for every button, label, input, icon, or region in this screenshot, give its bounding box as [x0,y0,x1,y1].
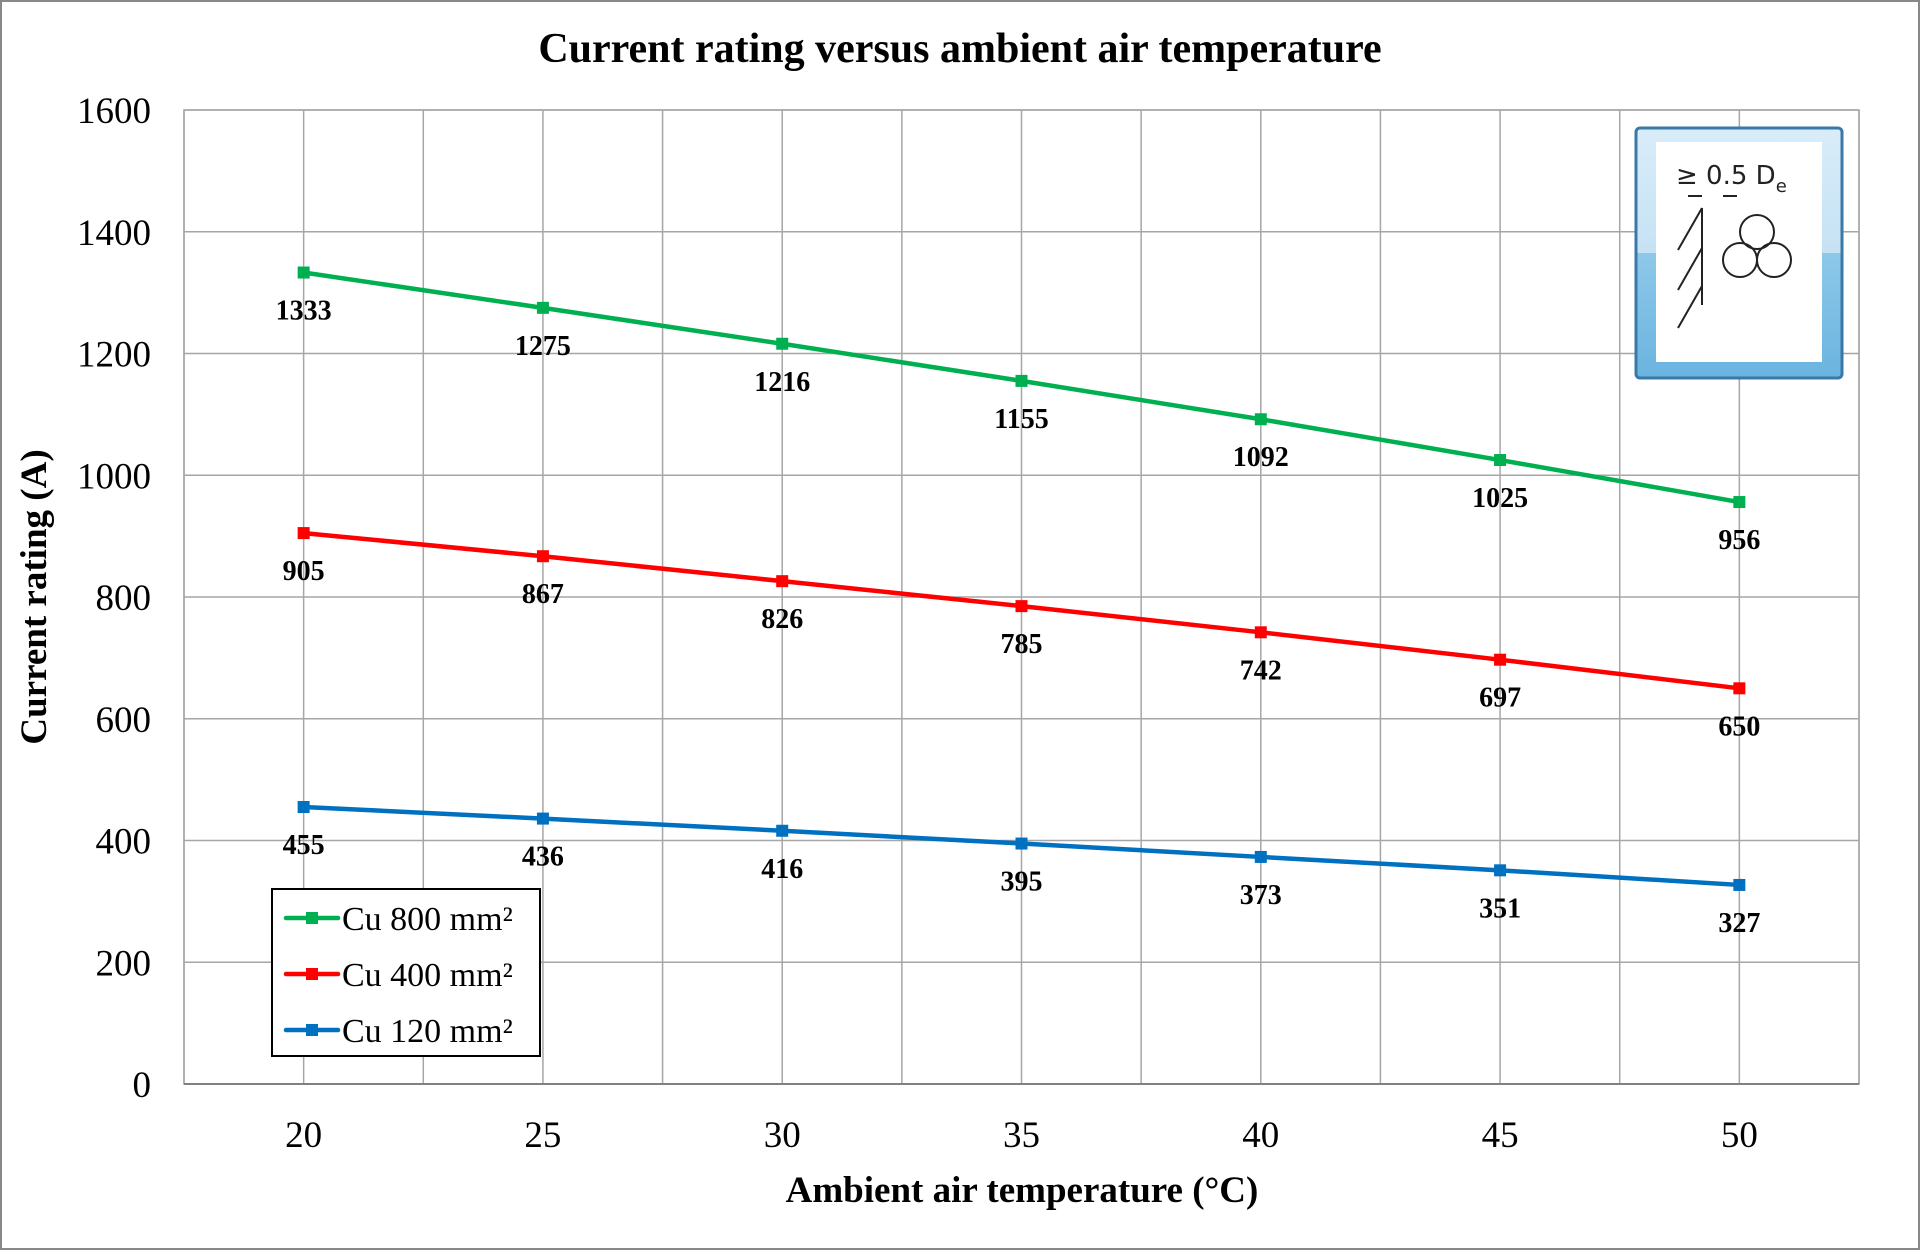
y-tick-label: 1000 [77,456,151,497]
data-label: 1025 [1472,483,1528,514]
y-tick-label: 800 [96,578,152,619]
data-point [1733,682,1746,695]
y-tick-label: 600 [96,700,152,741]
y-tick-label: 0 [133,1065,152,1106]
y-tick-label: 400 [96,822,152,863]
y-tick-label: 1200 [77,335,151,376]
x-tick-label: 20 [285,1115,322,1156]
data-label: 1155 [994,404,1048,435]
series-cu-800-mm-: 1333 1275 1216 1155 1092 1025 956 [276,266,1760,556]
data-label: 785 [1001,629,1043,660]
data-point [297,266,310,279]
legend-swatch-marker [306,912,318,924]
x-tick-label: 40 [1242,1115,1279,1156]
data-label: 650 [1718,711,1760,742]
data-point [536,550,549,563]
legend-swatch-marker [306,968,318,980]
data-point [1494,864,1507,877]
data-label: 351 [1479,893,1521,924]
x-axis-label: Ambient air temperature (°C) [786,1170,1259,1211]
data-point [776,337,789,350]
data-label: 867 [522,579,564,610]
y-tick-label: 1400 [77,213,151,254]
legend-item: Cu 120 mm² [283,1013,513,1050]
series-cu-120-mm-: 455 436 416 395 373 351 327 [283,801,1760,939]
data-label: 1092 [1233,442,1289,473]
legend-item: Cu 800 mm² [283,901,513,938]
data-point [1015,374,1028,387]
legend-label: Cu 400 mm² [342,957,513,994]
data-point [1015,837,1028,850]
data-point [1254,413,1267,426]
x-tick-label: 35 [1003,1115,1040,1156]
inset-diagram: ≥ 0.5 De [1634,126,1844,380]
data-label: 956 [1718,525,1760,556]
data-label: 826 [761,604,803,635]
data-label: 395 [1001,867,1043,898]
data-point [1015,600,1028,613]
legend-label: Cu 800 mm² [342,901,513,938]
data-point [536,301,549,314]
data-point [1254,850,1267,863]
data-label: 416 [761,854,803,885]
y-tick-label: 200 [96,943,152,984]
gridlines [183,109,1860,1085]
legend-label: Cu 120 mm² [342,1013,513,1050]
data-label: 697 [1479,683,1521,714]
data-label: 327 [1718,908,1760,939]
data-point [297,801,310,814]
data-label: 742 [1240,655,1282,686]
y-axis-label: Current rating (A) [14,449,55,744]
data-point [1494,653,1507,666]
y-tick-label: 1600 [77,91,151,132]
legend: Cu 800 mm² Cu 400 mm² Cu 120 mm² [271,888,541,1057]
x-tick-label: 50 [1721,1115,1758,1156]
data-point [776,824,789,837]
data-point [536,812,549,825]
data-label: 373 [1240,880,1282,911]
data-point [1733,878,1746,891]
x-tick-label: 25 [524,1115,561,1156]
y-axis-ticks: 0 200 400 600 800 1000 1200 1400 1600 [77,91,151,1106]
x-tick-label: 30 [764,1115,801,1156]
series-group: 1333 1275 1216 1155 1092 1025 956 905 867 826 785 7… [276,266,1760,939]
data-label: 455 [283,830,325,861]
data-point [1494,454,1507,467]
x-tick-label: 45 [1482,1115,1519,1156]
data-label: 1216 [754,367,810,398]
data-label: 1333 [276,296,332,327]
cable-trefoil-clearance-icon [1677,195,1792,329]
data-label: 905 [283,556,325,587]
series-cu-400-mm-: 905 867 826 785 742 697 650 [283,527,1760,742]
data-point [1733,496,1746,509]
legend-item: Cu 400 mm² [283,957,513,994]
data-label: 1275 [515,331,571,362]
data-label: 436 [522,842,564,873]
chart-title: Current rating versus ambient air temper… [538,26,1381,72]
inset-label: ≥ 0.5 De [1676,161,1787,197]
data-point [297,527,310,540]
data-point [1254,626,1267,639]
data-point [776,575,789,588]
legend-swatch-marker [306,1024,318,1036]
x-axis-ticks: 20 25 30 35 40 45 50 [285,1115,1758,1156]
